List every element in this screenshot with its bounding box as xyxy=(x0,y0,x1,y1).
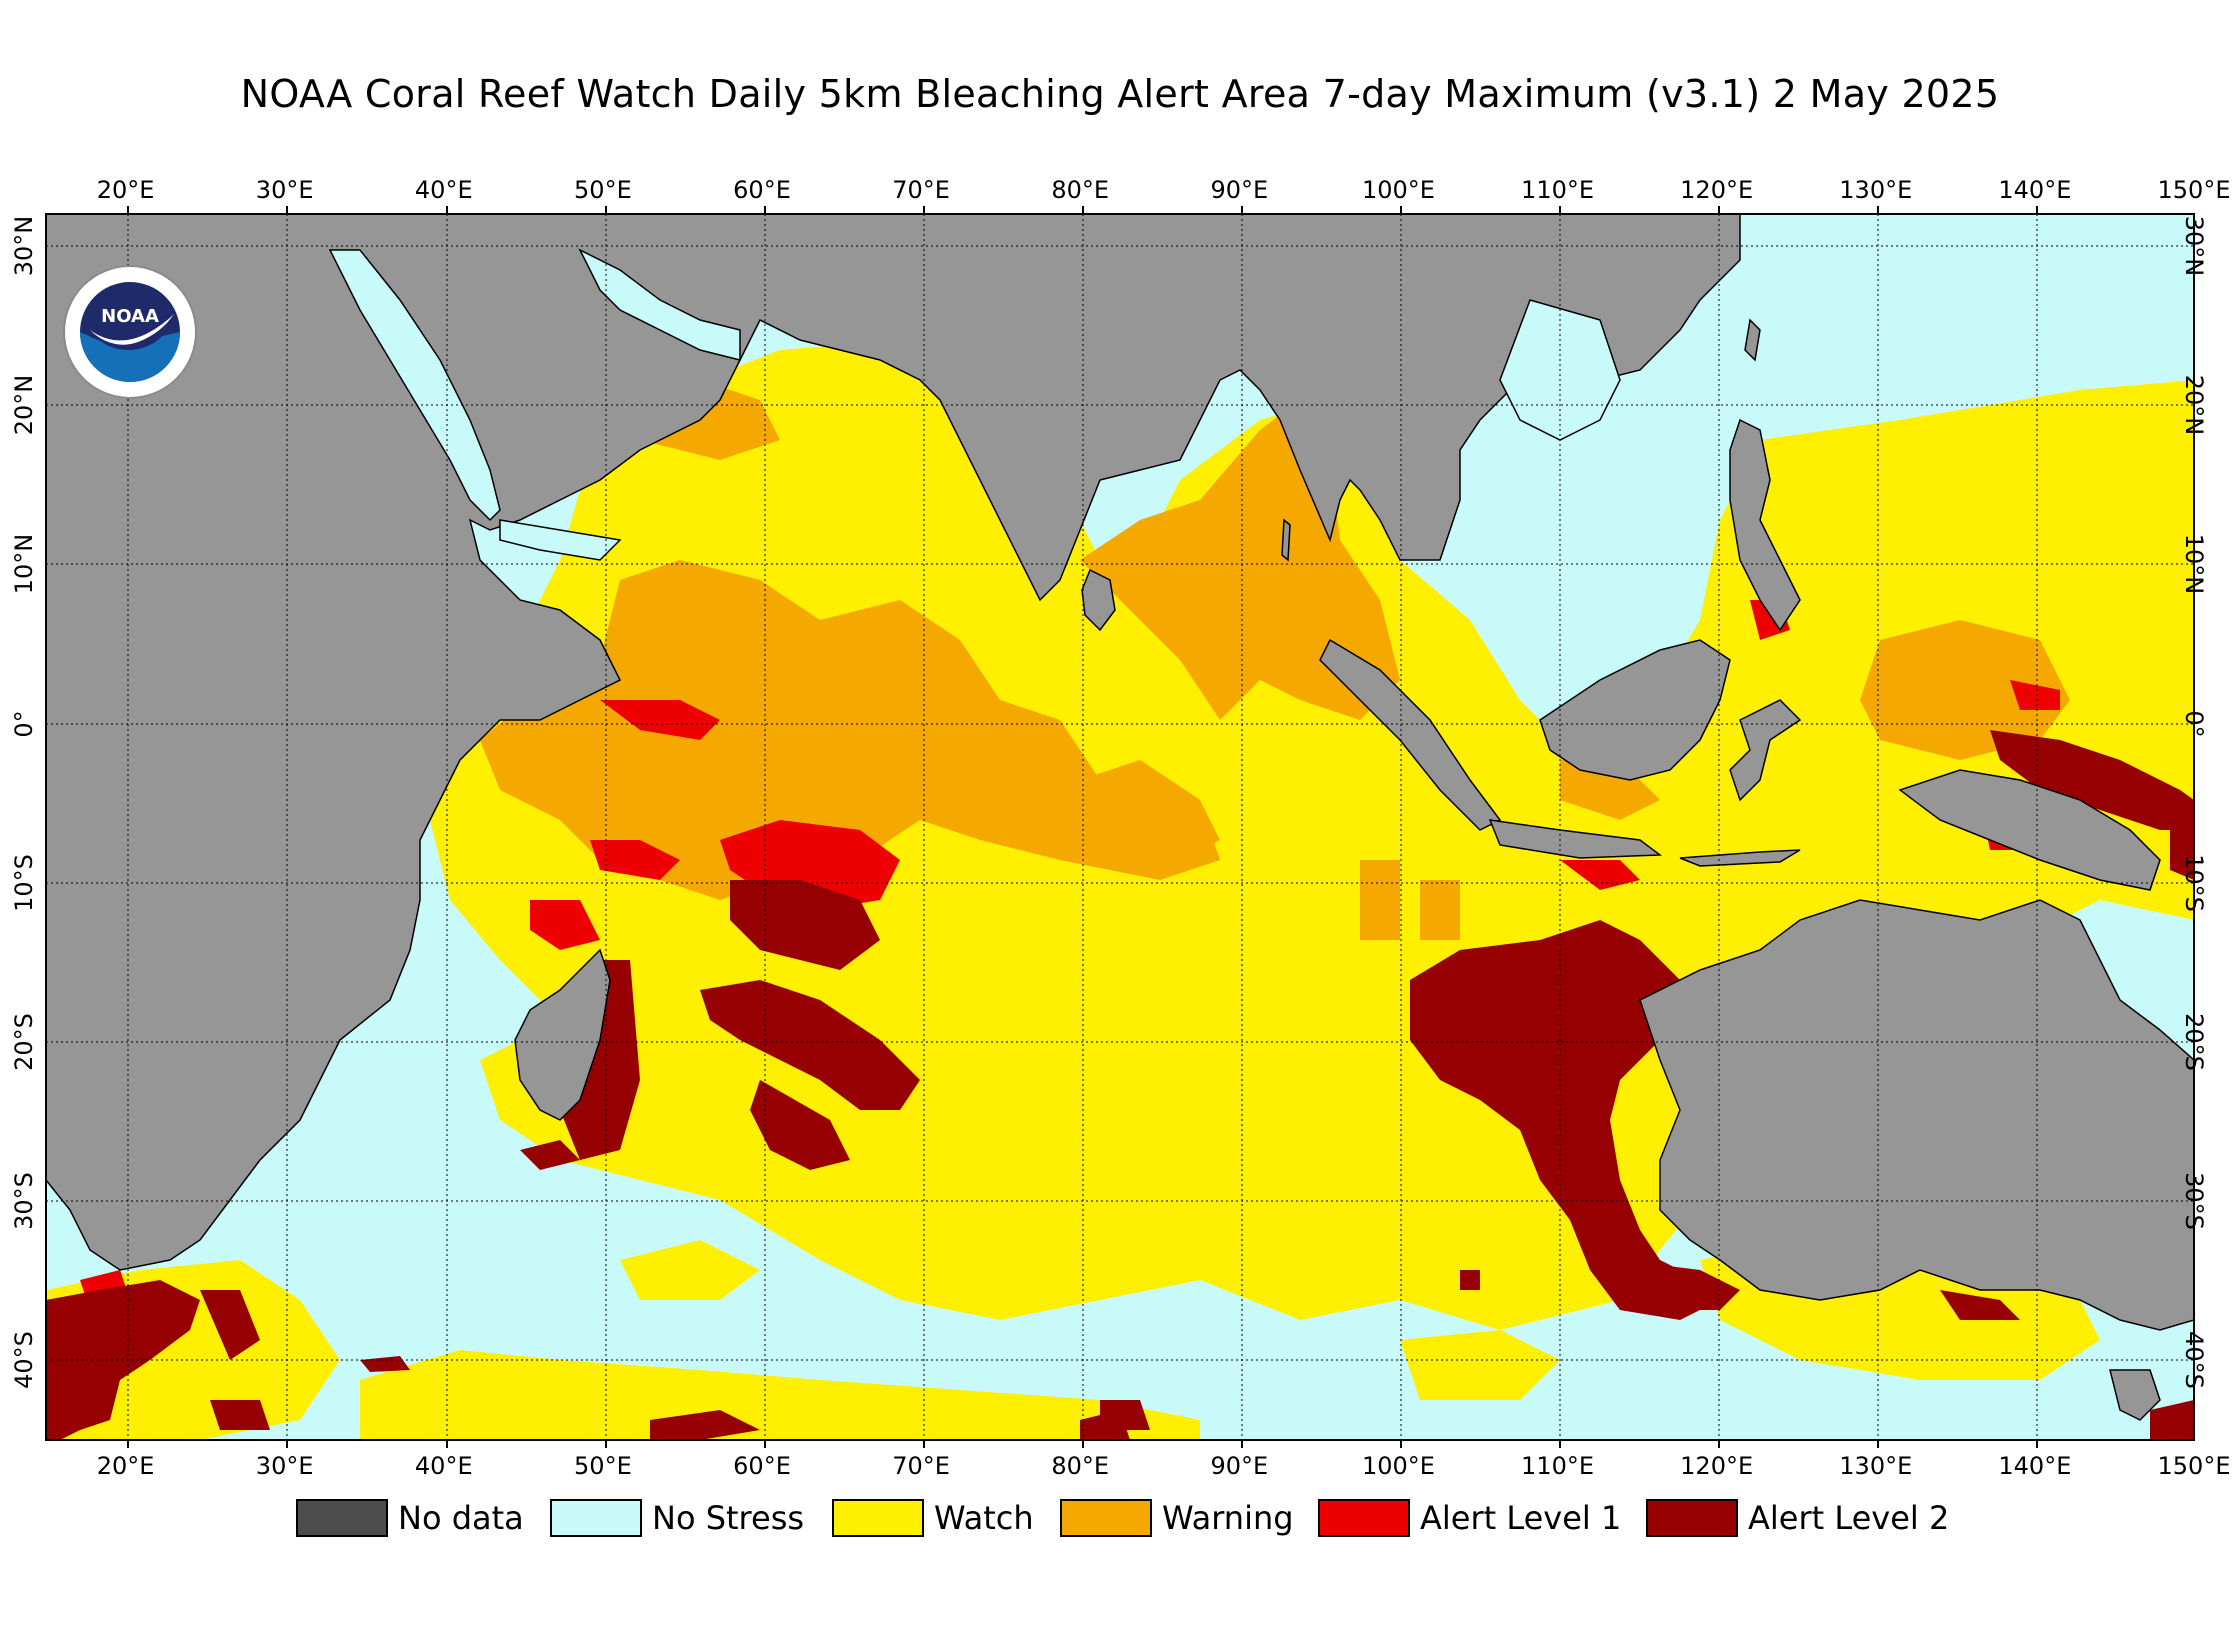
lon-tick-label-bottom: 50°E xyxy=(574,1452,632,1480)
legend-item-alert-level-1: Alert Level 1 xyxy=(1318,1496,1621,1540)
lon-tick-label-top: 110°E xyxy=(1521,176,1595,204)
lon-tick-label-top: 50°E xyxy=(574,176,632,204)
legend-item-alert-level-2: Alert Level 2 xyxy=(1646,1496,1949,1540)
lat-tick-label-left: 20°N xyxy=(10,374,38,436)
legend: No data No Stress Watch Warning Alert Le… xyxy=(0,1496,2240,1540)
alert-level-2-region xyxy=(46,730,2194,1440)
map-frame xyxy=(45,213,2195,1441)
graticule xyxy=(46,214,2194,1440)
lon-tick-label-bottom: 90°E xyxy=(1210,1452,1269,1480)
lat-tick-label-left: 30°N xyxy=(10,215,38,277)
lon-tick-label-top: 60°E xyxy=(733,176,791,204)
lat-tick-label-left: 10°S xyxy=(10,853,38,912)
lon-tick-label-bottom: 100°E xyxy=(1361,1452,1435,1480)
lon-tick-label-top: 140°E xyxy=(1998,176,2072,204)
legend-swatch xyxy=(296,1499,388,1537)
legend-label: Watch xyxy=(934,1499,1034,1537)
legend-swatch xyxy=(1060,1499,1152,1537)
lon-tick-label-top: 40°E xyxy=(414,176,473,204)
legend-swatch xyxy=(832,1499,924,1537)
noaa-logo-icon: NOAA xyxy=(63,265,197,399)
lon-tick-label-bottom: 40°E xyxy=(414,1452,473,1480)
lon-tick-label-top: 130°E xyxy=(1839,176,1913,204)
lat-tick-label-right: 20°N xyxy=(2180,374,2208,436)
lon-tick-label-bottom: 70°E xyxy=(892,1452,950,1480)
lon-tick-label-top: 90°E xyxy=(1210,176,1269,204)
lon-tick-label-bottom: 110°E xyxy=(1521,1452,1595,1480)
legend-swatch xyxy=(550,1499,642,1537)
lon-tick-label-top: 150°E xyxy=(2157,176,2231,204)
lon-tick-label-top: 80°E xyxy=(1051,176,1110,204)
legend-swatch xyxy=(1646,1499,1738,1537)
lat-tick-label-right: 10°S xyxy=(2180,853,2208,912)
legend-label: No data xyxy=(398,1499,524,1537)
lon-tick-label-bottom: 60°E xyxy=(733,1452,791,1480)
inland-seas xyxy=(328,248,1621,561)
legend-item-watch: Watch xyxy=(832,1496,1034,1540)
lat-tick-label-left: 40°S xyxy=(10,1331,38,1390)
lon-tick-label-bottom: 140°E xyxy=(1998,1452,2072,1480)
noaa-logo-text: NOAA xyxy=(101,306,159,327)
lon-tick-label-top: 100°E xyxy=(1361,176,1435,204)
lat-tick-label-right: 30°N xyxy=(2180,215,2208,277)
lat-tick-label-right: 0° xyxy=(2180,709,2208,738)
lat-tick-label-left: 30°S xyxy=(10,1172,38,1231)
legend-label: No Stress xyxy=(652,1499,805,1537)
legend-item-warning: Warning xyxy=(1060,1496,1294,1540)
tick-marks xyxy=(127,206,2038,1448)
legend-item-no-stress: No Stress xyxy=(550,1496,804,1540)
lat-tick-label-left: 20°S xyxy=(10,1013,38,1071)
legend-item-no-data: No data xyxy=(296,1496,524,1540)
lat-tick-label-left: 0° xyxy=(10,709,38,738)
lat-tick-label-right: 20°S xyxy=(2180,1013,2208,1071)
lon-tick-label-bottom: 130°E xyxy=(1839,1452,1913,1480)
legend-swatch xyxy=(1318,1499,1410,1537)
lon-tick-label-top: 70°E xyxy=(892,176,950,204)
lon-tick-label-bottom: 80°E xyxy=(1051,1452,1110,1480)
lon-tick-label-top: 20°E xyxy=(96,176,155,204)
legend-label: Warning xyxy=(1162,1499,1294,1537)
lat-tick-label-right: 40°S xyxy=(2180,1331,2208,1390)
lon-tick-label-bottom: 150°E xyxy=(2157,1452,2231,1480)
lon-tick-label-top: 30°E xyxy=(255,176,314,204)
lon-tick-label-bottom: 20°E xyxy=(96,1452,155,1480)
lat-tick-label-left: 10°N xyxy=(10,534,38,595)
lon-tick-label-bottom: 120°E xyxy=(1680,1452,1754,1480)
legend-label: Alert Level 2 xyxy=(1748,1499,1950,1537)
map-title: NOAA Coral Reef Watch Daily 5km Bleachin… xyxy=(240,72,2000,116)
lon-tick-label-top: 120°E xyxy=(1680,176,1754,204)
lat-tick-label-right: 30°S xyxy=(2180,1172,2208,1231)
legend-label: Alert Level 1 xyxy=(1420,1499,1622,1537)
lon-tick-label-bottom: 30°E xyxy=(255,1452,314,1480)
lat-tick-label-right: 10°N xyxy=(2180,534,2208,595)
